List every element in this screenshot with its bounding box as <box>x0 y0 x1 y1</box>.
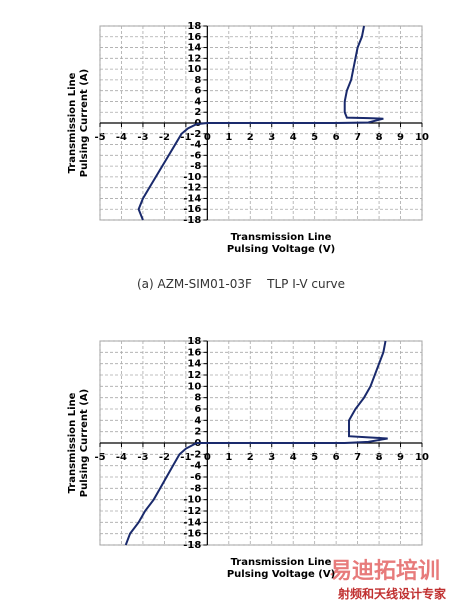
y-tick-label: -16 <box>183 204 201 215</box>
x-tick-label: 7 <box>354 452 361 463</box>
y-tick-label: 8 <box>194 393 201 404</box>
x-tick-label: -3 <box>137 132 148 143</box>
y-tick-label: 12 <box>187 370 201 381</box>
x-tick-label: 3 <box>268 132 275 143</box>
y-tick-label: -8 <box>190 483 201 494</box>
y-tick-label: 14 <box>187 359 201 370</box>
y-tick-label: -4 <box>190 140 201 151</box>
y-tick-label: -10 <box>183 172 201 183</box>
data-line <box>137 25 384 221</box>
x-tick-label: 7 <box>354 132 361 143</box>
y-axis-title: Transmission Line Pulsing Current (A) <box>67 68 90 178</box>
x-tick-label: 4 <box>290 452 297 463</box>
x-tick-label: 1 <box>225 132 232 143</box>
y-tick-label: -16 <box>183 529 201 540</box>
x-tick-label: 6 <box>333 132 340 143</box>
y-tick-label: 6 <box>194 86 201 97</box>
x-tick-label: 6 <box>333 452 340 463</box>
y-tick-label: 8 <box>194 75 201 86</box>
y-tick-label: -14 <box>183 193 201 204</box>
y-tick-label: 10 <box>187 64 201 75</box>
y-tick-label: -4 <box>190 461 201 472</box>
x-tick-label: -4 <box>116 132 127 143</box>
x-tick-label: 10 <box>415 132 429 143</box>
x-tick-label: 8 <box>376 452 383 463</box>
x-axis-title: Transmission Line Pulsing Voltage (V) <box>226 557 336 580</box>
y-tick-label: -12 <box>183 506 201 517</box>
x-tick-label: -5 <box>94 452 105 463</box>
x-tick-label: -2 <box>159 452 170 463</box>
y-tick-label: -2 <box>190 449 201 460</box>
y-tick-label: -10 <box>183 495 201 506</box>
data-line <box>124 340 388 546</box>
caption: (a) AZM-SIM01-03F TLP I-V curve <box>136 277 346 291</box>
y-tick-label: -14 <box>183 517 201 528</box>
y-tick-label: 12 <box>187 53 201 64</box>
y-tick-label: -8 <box>190 161 201 172</box>
y-tick-label: 6 <box>194 404 201 415</box>
y-tick-label: -18 <box>183 215 201 226</box>
watermark-subtitle: 射频和天线设计专家 <box>338 587 447 601</box>
y-tick-label: -6 <box>190 472 201 483</box>
x-tick-label: 9 <box>397 452 404 463</box>
x-tick-label: 10 <box>415 452 429 463</box>
x-tick-label: 5 <box>311 132 318 143</box>
y-tick-label: 10 <box>187 381 201 392</box>
y-tick-label: 18 <box>187 336 201 347</box>
y-tick-label: 4 <box>194 96 201 107</box>
y-axis-title: Transmission Line Pulsing Current (A) <box>67 388 90 498</box>
x-tick-label: 2 <box>247 452 254 463</box>
y-tick-label: -2 <box>190 129 201 140</box>
y-tick-label: 4 <box>194 415 201 426</box>
watermark-title: 易迪拓培训 <box>330 559 441 584</box>
x-tick-label: -3 <box>137 452 148 463</box>
x-tick-label: 8 <box>376 132 383 143</box>
x-tick-label: 3 <box>268 452 275 463</box>
x-tick-label: 4 <box>290 132 297 143</box>
x-tick-label: 5 <box>311 452 318 463</box>
x-axis-title: Transmission Line Pulsing Voltage (V) <box>226 232 336 255</box>
y-tick-label: -18 <box>183 540 201 551</box>
y-tick-label: 18 <box>187 21 201 32</box>
y-tick-label: -6 <box>190 150 201 161</box>
y-tick-label: 2 <box>194 107 201 118</box>
y-tick-label: 16 <box>187 347 201 358</box>
x-tick-label: -5 <box>94 132 105 143</box>
x-tick-label: 2 <box>247 132 254 143</box>
y-tick-label: -12 <box>183 183 201 194</box>
x-tick-label: -2 <box>159 132 170 143</box>
x-tick-label: -1 <box>180 452 191 463</box>
x-tick-label: 1 <box>225 452 232 463</box>
x-tick-label: -4 <box>116 452 127 463</box>
x-tick-label: -1 <box>180 132 191 143</box>
x-tick-label: 9 <box>397 132 404 143</box>
y-tick-label: 14 <box>187 43 201 54</box>
y-tick-label: 2 <box>194 427 201 438</box>
y-tick-label: 16 <box>187 32 201 43</box>
